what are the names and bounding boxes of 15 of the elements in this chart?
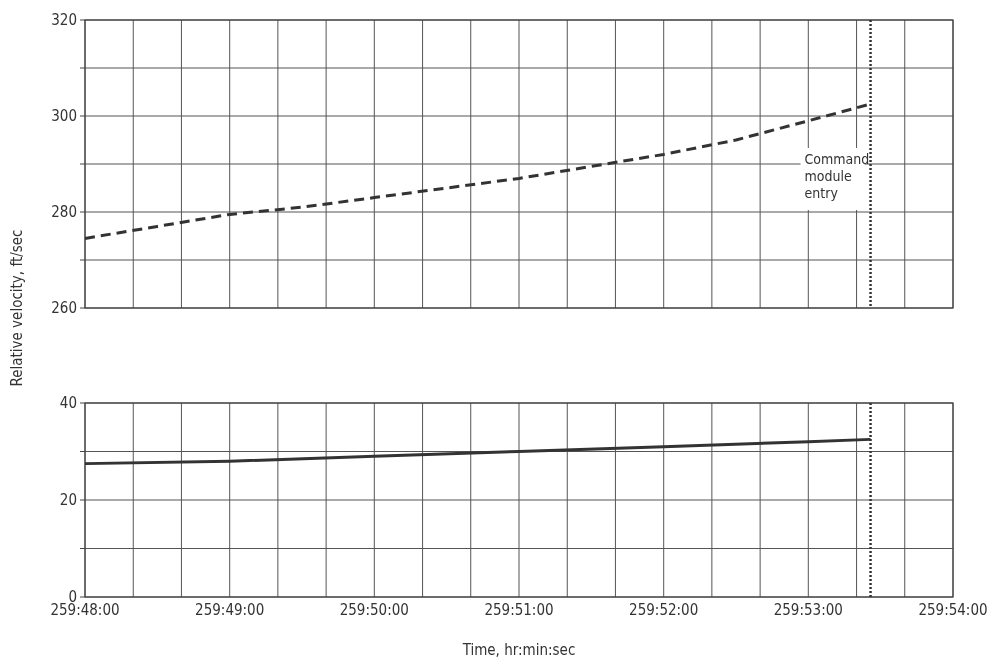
x-tick-label: 259:54:00 xyxy=(918,601,988,619)
y-tick-label: 260 xyxy=(51,299,77,318)
x-tick-label: 259:52:00 xyxy=(629,601,699,619)
y-tick-label: 320 xyxy=(51,11,77,30)
y-tick-label: 20 xyxy=(59,491,77,510)
x-tick-label: 259:53:00 xyxy=(773,601,843,619)
y-tick-label: 40 xyxy=(59,394,77,413)
y-axis-title: Relative velocity, ft/sec xyxy=(8,229,26,387)
ref-line-label: Command module entry xyxy=(804,151,870,201)
x-tick-label: 259:50:00 xyxy=(339,601,409,619)
x-tick-label: 259:49:00 xyxy=(195,601,265,619)
x-tick-label: 259:51:00 xyxy=(484,601,554,619)
y-tick-label: 280 xyxy=(51,203,77,222)
y-tick-label: 300 xyxy=(51,107,77,126)
x-axis-title: Time, hr:min:sec xyxy=(461,641,576,659)
